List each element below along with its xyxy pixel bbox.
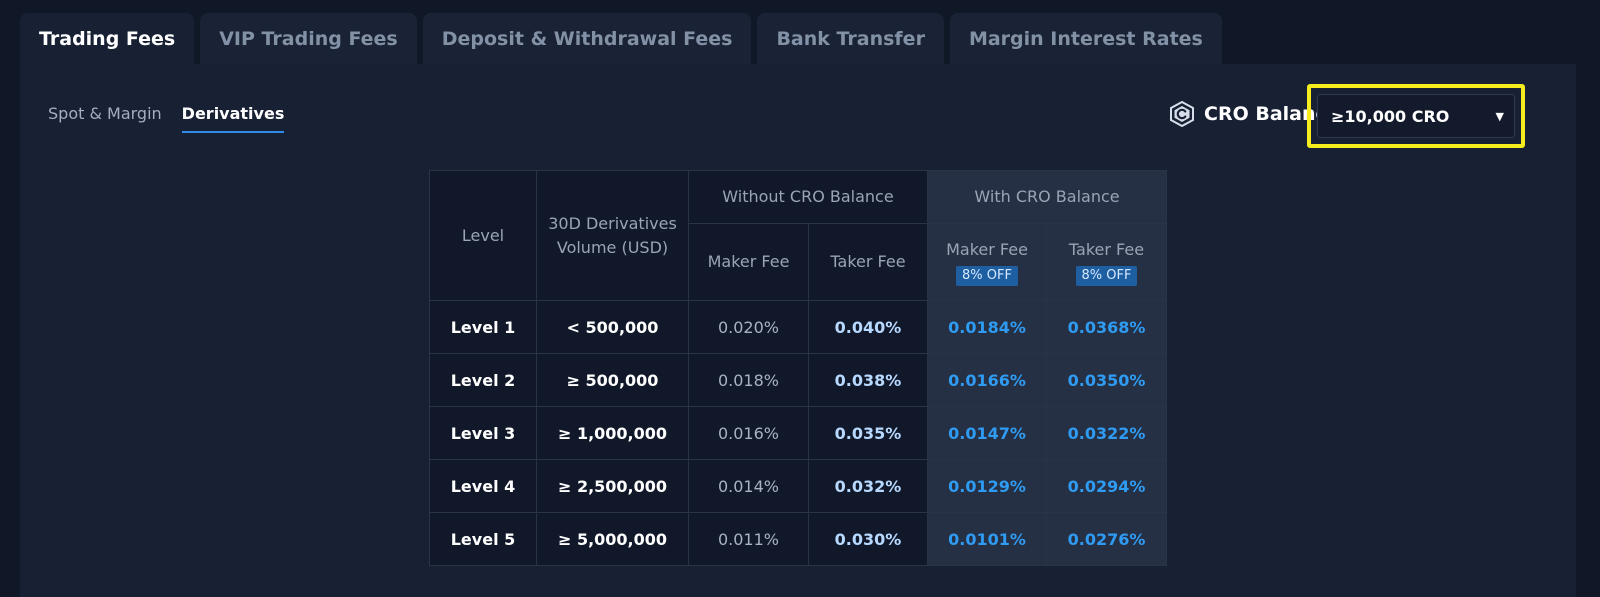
cell-cro-maker-fee: 0.0129% bbox=[927, 459, 1047, 513]
header-volume: 30D Derivatives Volume (USD) bbox=[536, 170, 689, 301]
cell-taker-fee: 0.040% bbox=[808, 300, 928, 354]
cell-volume: ≥ 500,000 bbox=[536, 353, 689, 407]
header-cro-taker-label: Taker Fee bbox=[1068, 240, 1145, 260]
table-row: Level 3 ≥ 1,000,000 0.016% 0.035% 0.0147… bbox=[429, 406, 1168, 460]
cell-maker-fee: 0.018% bbox=[688, 353, 809, 407]
cell-taker-fee: 0.032% bbox=[808, 459, 928, 513]
cro-coin-icon bbox=[1170, 101, 1194, 127]
cell-maker-fee: 0.020% bbox=[688, 300, 809, 354]
cell-taker-fee: 0.038% bbox=[808, 353, 928, 407]
header-cro-maker-fee: Maker Fee 8% OFF bbox=[927, 223, 1047, 301]
cell-level: Level 1 bbox=[429, 300, 537, 354]
cell-level: Level 2 bbox=[429, 353, 537, 407]
cell-cro-taker-fee: 0.0322% bbox=[1045, 406, 1168, 460]
tab-bank-transfer[interactable]: Bank Transfer bbox=[757, 13, 944, 65]
header-taker-fee: Taker Fee bbox=[808, 223, 928, 301]
cell-cro-maker-fee: 0.0184% bbox=[927, 300, 1047, 354]
tab-margin-interest-rates[interactable]: Margin Interest Rates bbox=[949, 13, 1222, 65]
discount-badge: 8% OFF bbox=[956, 265, 1018, 286]
cro-balance-label: CRO Balance bbox=[1204, 103, 1340, 125]
discount-badge: 8% OFF bbox=[1075, 265, 1138, 286]
cell-level: Level 5 bbox=[429, 512, 537, 566]
tab-trading-fees[interactable]: Trading Fees bbox=[20, 13, 195, 65]
table-row: Level 5 ≥ 5,000,000 0.011% 0.030% 0.0101… bbox=[429, 512, 1168, 566]
cell-taker-fee: 0.035% bbox=[808, 406, 928, 460]
subtab-derivatives[interactable]: Derivatives bbox=[181, 104, 285, 133]
cell-cro-taker-fee: 0.0276% bbox=[1045, 512, 1168, 566]
tab-deposit-withdrawal-fees[interactable]: Deposit & Withdrawal Fees bbox=[422, 13, 752, 65]
table-header-row: Level 30D Derivatives Volume (USD) Witho… bbox=[429, 170, 1168, 301]
header-with-cro: With CRO Balance bbox=[926, 170, 1168, 224]
cro-balance-label-group: CRO Balance bbox=[1170, 92, 1340, 136]
cro-balance-selected-value: ≥10,000 CRO bbox=[1331, 106, 1450, 126]
market-subtabs: Spot & Margin Derivatives bbox=[48, 104, 304, 133]
subtab-spot-margin[interactable]: Spot & Margin bbox=[48, 104, 162, 123]
header-without-cro: Without CRO Balance bbox=[688, 170, 928, 224]
cell-cro-taker-fee: 0.0368% bbox=[1045, 300, 1168, 354]
cell-maker-fee: 0.011% bbox=[688, 512, 809, 566]
cell-maker-fee: 0.016% bbox=[688, 406, 809, 460]
fee-tabs: Trading Fees VIP Trading Fees Deposit & … bbox=[20, 13, 1228, 65]
caret-down-icon: ▼ bbox=[1495, 109, 1504, 123]
cell-volume: < 500,000 bbox=[536, 300, 689, 354]
table-row: Level 2 ≥ 500,000 0.018% 0.038% 0.0166% … bbox=[429, 353, 1168, 407]
cell-level: Level 4 bbox=[429, 459, 537, 513]
cell-level: Level 3 bbox=[429, 406, 537, 460]
cell-cro-taker-fee: 0.0350% bbox=[1045, 353, 1168, 407]
cell-maker-fee: 0.014% bbox=[688, 459, 809, 513]
cell-taker-fee: 0.030% bbox=[808, 512, 928, 566]
header-level: Level bbox=[429, 170, 537, 301]
cell-volume: ≥ 1,000,000 bbox=[536, 406, 689, 460]
cell-volume: ≥ 2,500,000 bbox=[536, 459, 689, 513]
cell-cro-maker-fee: 0.0101% bbox=[927, 512, 1047, 566]
table-row: Level 4 ≥ 2,500,000 0.014% 0.032% 0.0129… bbox=[429, 459, 1168, 513]
table-subheader-row: Maker Fee Taker Fee Maker Fee 8% OFF Tak… bbox=[430, 223, 1168, 301]
header-cro-maker-label: Maker Fee bbox=[946, 240, 1028, 260]
table-row: Level 1 < 500,000 0.020% 0.040% 0.0184% … bbox=[429, 300, 1168, 354]
header-cro-taker-fee: Taker Fee 8% OFF bbox=[1045, 223, 1168, 301]
header-maker-fee: Maker Fee bbox=[688, 223, 809, 301]
cell-volume: ≥ 5,000,000 bbox=[536, 512, 689, 566]
cell-cro-maker-fee: 0.0166% bbox=[927, 353, 1047, 407]
tab-vip-trading-fees[interactable]: VIP Trading Fees bbox=[200, 13, 417, 65]
derivatives-fee-table: Level 30D Derivatives Volume (USD) Witho… bbox=[429, 170, 1168, 566]
cro-balance-highlight: ≥10,000 CRO ▼ bbox=[1307, 84, 1525, 148]
cell-cro-taker-fee: 0.0294% bbox=[1045, 459, 1168, 513]
cell-cro-maker-fee: 0.0147% bbox=[927, 406, 1047, 460]
cro-balance-dropdown[interactable]: ≥10,000 CRO ▼ bbox=[1317, 94, 1515, 138]
